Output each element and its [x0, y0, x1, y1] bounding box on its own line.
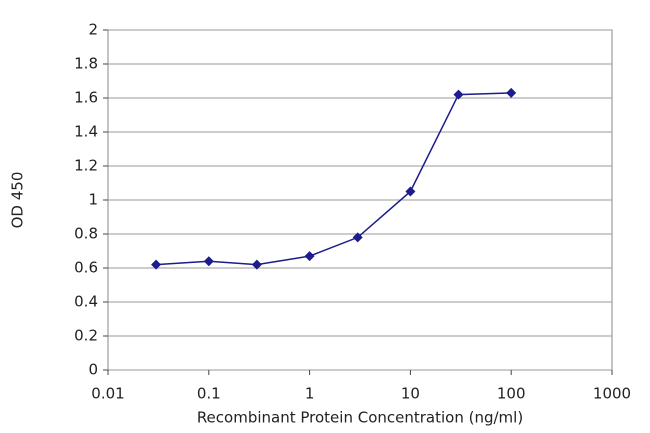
- data-point: [304, 251, 315, 262]
- data-point: [203, 256, 214, 267]
- x-tick-label: 10: [401, 385, 420, 403]
- y-tick-label: 1.4: [74, 123, 98, 141]
- x-tick-label: 1000: [593, 385, 631, 403]
- y-tick-label: 0.4: [74, 293, 98, 311]
- data-point: [151, 259, 162, 270]
- y-axis-label: OD 450: [9, 172, 27, 229]
- x-tick-label: 0.01: [91, 385, 124, 403]
- x-tick-label: 0.1: [197, 385, 221, 403]
- y-tick-label: 2: [88, 21, 98, 39]
- data-line: [156, 92, 512, 266]
- y-tick-label: 0.8: [74, 225, 98, 243]
- y-tick-label: 1.8: [74, 55, 98, 73]
- y-tick-label: 0.2: [74, 327, 98, 345]
- data-point: [453, 89, 464, 100]
- data-point: [352, 232, 363, 243]
- data-point: [405, 186, 416, 197]
- y-tick-label: 1.6: [74, 89, 98, 107]
- data-point: [251, 259, 262, 270]
- y-tick-label: 1: [88, 191, 98, 209]
- y-tick-label: 1.2: [74, 157, 98, 175]
- x-tick-label: 1: [305, 385, 315, 403]
- y-tick-label: 0.6: [74, 259, 98, 277]
- data-point: [506, 87, 517, 98]
- x-tick-label: 100: [497, 385, 526, 403]
- x-axis-label: Recombinant Protein Concentration (ng/ml…: [197, 409, 523, 427]
- y-tick-label: 0: [88, 361, 98, 379]
